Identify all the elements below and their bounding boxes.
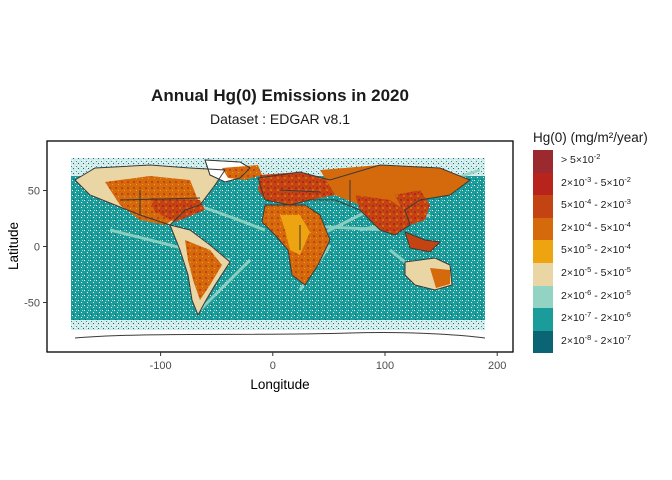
chart-subtitle: Dataset : EDGAR v8.1 — [209, 111, 351, 127]
x-axis-label: Longitude — [250, 377, 309, 392]
legend-swatch — [533, 172, 553, 196]
y-axis-label: Latitude — [6, 222, 21, 270]
legend-swatch — [533, 150, 553, 173]
legend-label: 2×10-3 - 5×10-2 — [561, 174, 631, 189]
x-tick-label: 200 — [488, 360, 506, 372]
legend-swatch — [533, 285, 553, 309]
x-tick-labels: -100 0 100 200 — [150, 360, 507, 372]
emission-raster — [71, 158, 485, 343]
x-tick-label: -100 — [150, 360, 172, 372]
legend-label: > 5×10-2 — [561, 152, 601, 166]
chart-title: Annual Hg(0) Emissions in 2020 — [151, 86, 409, 105]
axis-ticks — [43, 190, 498, 356]
legend-label: 2×10-7 - 2×10-6 — [561, 310, 631, 325]
y-tick-labels: 50 0 -50 — [24, 186, 40, 310]
legend-title: Hg(0) (mg/m²/year) — [533, 130, 648, 145]
coastlines — [74, 159, 485, 339]
legend-label: 5×10-5 - 2×10-4 — [561, 242, 631, 257]
legend-label: 2×10-6 - 2×10-5 — [561, 287, 631, 302]
legend-swatch — [533, 330, 553, 354]
legend-label: 2×10-4 - 5×10-4 — [561, 219, 631, 234]
legend-swatch — [533, 308, 553, 331]
y-tick-label: -50 — [24, 298, 40, 310]
legend-swatch — [533, 195, 553, 218]
legend-label: 2×10-8 - 2×10-7 — [561, 332, 631, 347]
x-tick-label: 100 — [376, 360, 394, 372]
legend-swatch — [533, 262, 553, 286]
legend-swatch — [533, 217, 553, 241]
y-tick-label: 50 — [28, 186, 40, 198]
legend-swatch — [533, 240, 553, 263]
legend-label: 2×10-5 - 5×10-5 — [561, 264, 631, 279]
legend-label: 5×10-4 - 2×10-3 — [561, 197, 631, 212]
y-tick-label: 0 — [34, 242, 40, 254]
x-tick-label: 0 — [270, 360, 276, 372]
